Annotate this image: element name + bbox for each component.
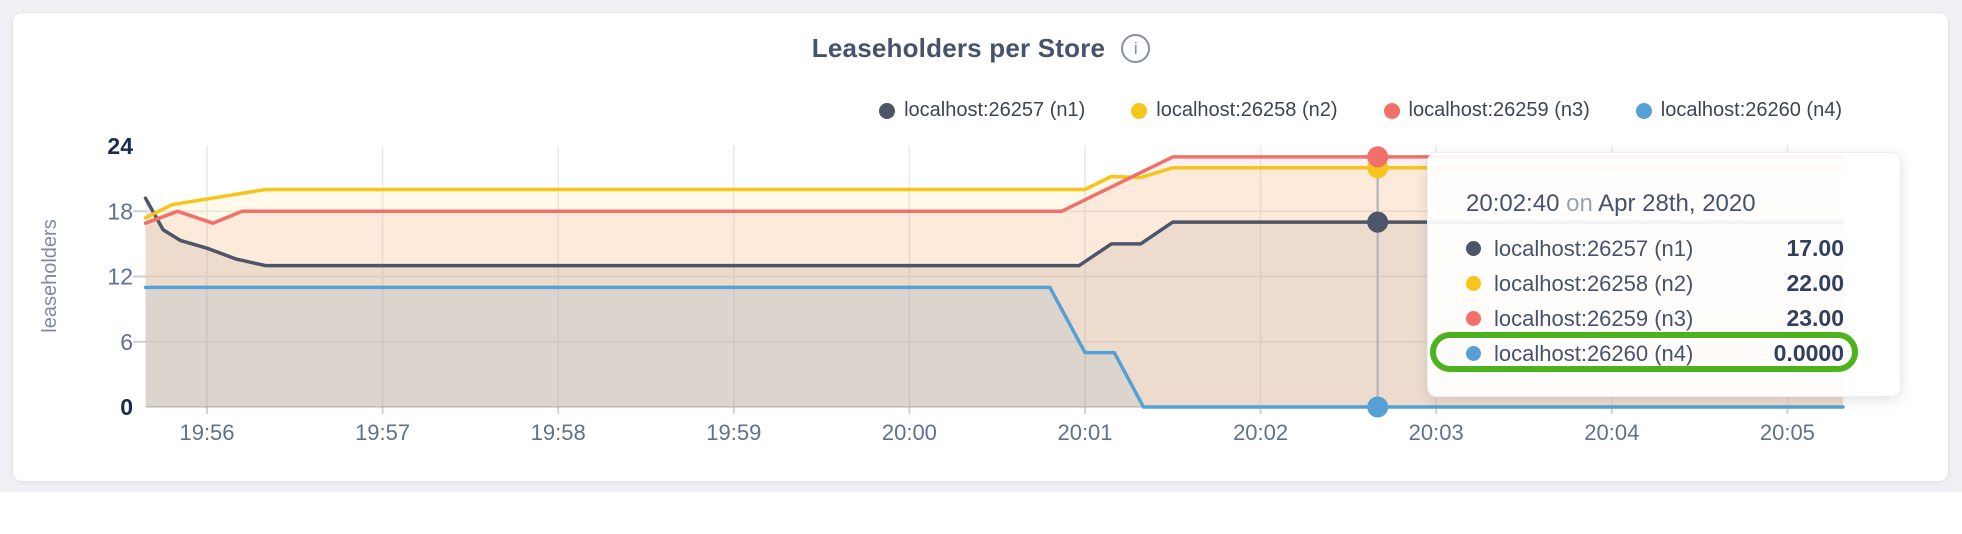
y-tick-label: 12 [107, 264, 133, 290]
legend-dot-n4 [1635, 102, 1652, 119]
tooltip-row-n2: localhost:26258 (n2) 22.00 [1466, 266, 1844, 301]
series-dot-n4 [1466, 346, 1481, 361]
tooltip-row-value: 23.00 [1786, 305, 1844, 331]
tooltip-connector: on [1566, 190, 1593, 217]
chart-header: Leaseholders per Store i [0, 33, 1962, 64]
x-tick-label: 19:56 [179, 420, 234, 445]
legend-label-n2: localhost:26258 (n2) [1156, 99, 1338, 121]
hover-marker [1367, 211, 1389, 233]
series-line [143, 285, 1845, 409]
x-tick-label: 19:59 [706, 420, 761, 445]
series-dot-n2 [1466, 276, 1481, 291]
legend-label-n3: localhost:26259 (n3) [1408, 99, 1590, 121]
x-tick-label: 20:02 [1233, 420, 1288, 445]
hover-tooltip: 20:02:40 on Apr 28th, 2020 localhost:262… [1427, 152, 1901, 397]
legend-dot-n1 [879, 102, 896, 119]
x-tick-label: 20:00 [882, 420, 937, 445]
y-tick-label: 0 [120, 394, 133, 420]
y-axis-label: leaseholders [39, 219, 61, 332]
info-icon[interactable]: i [1121, 34, 1151, 63]
series-line [143, 166, 1845, 220]
chart-title: Leaseholders per Store [811, 33, 1106, 63]
x-tick-label: 20:04 [1584, 420, 1639, 445]
legend-item-n2[interactable]: localhost:26258 (n2) [1131, 99, 1338, 122]
chart-legend: localhost:26257 (n1) localhost:26258 (n2… [879, 99, 1842, 122]
x-tick-label: 19:58 [531, 420, 586, 445]
tooltip-row-value: 0.0000 [1773, 340, 1844, 366]
series-line [143, 155, 1845, 225]
series-dot-n3 [1466, 311, 1481, 326]
tooltip-row-label: localhost:26260 (n4) [1494, 340, 1694, 366]
y-tick-label: 6 [120, 329, 133, 355]
x-tick-label: 19:57 [355, 420, 410, 445]
tooltip-row-n4: localhost:26260 (n4) 0.0000 [1466, 336, 1844, 371]
series-dot-n1 [1466, 241, 1481, 256]
tooltip-time: 20:02:40 [1466, 190, 1560, 217]
tooltip-rows: localhost:26257 (n1) 17.00 localhost:262… [1466, 231, 1844, 371]
hover-marker [1367, 396, 1389, 418]
x-tick-label: 20:05 [1760, 420, 1815, 445]
tooltip-date: Apr 28th, 2020 [1598, 190, 1756, 217]
legend-item-n1[interactable]: localhost:26257 (n1) [879, 99, 1085, 122]
tooltip-row-n3: localhost:26259 (n3) 23.00 [1466, 301, 1844, 336]
series-line [143, 196, 1845, 268]
legend-dot-n3 [1383, 102, 1400, 119]
y-tick-label: 18 [107, 198, 133, 224]
tooltip-timestamp: 20:02:40 on Apr 28th, 2020 [1466, 189, 1844, 219]
y-tick-label: 24 [107, 133, 133, 159]
tooltip-row-label: localhost:26258 (n2) [1494, 270, 1694, 296]
x-tick-label: 20:03 [1409, 420, 1464, 445]
legend-item-n4[interactable]: localhost:26260 (n4) [1635, 99, 1842, 122]
x-tick-label: 20:01 [1057, 420, 1112, 445]
tooltip-row-label: localhost:26259 (n3) [1494, 305, 1694, 331]
legend-label-n4: localhost:26260 (n4) [1660, 99, 1842, 121]
tooltip-row-n1: localhost:26257 (n1) 17.00 [1466, 231, 1844, 266]
legend-dot-n2 [1131, 102, 1148, 119]
legend-label-n1: localhost:26257 (n1) [904, 99, 1086, 121]
legend-item-n3[interactable]: localhost:26259 (n3) [1383, 99, 1590, 122]
tooltip-row-value: 22.00 [1786, 270, 1844, 296]
tooltip-row-value: 17.00 [1786, 235, 1844, 261]
tooltip-row-label: localhost:26257 (n1) [1494, 235, 1694, 261]
hover-marker [1367, 146, 1389, 168]
